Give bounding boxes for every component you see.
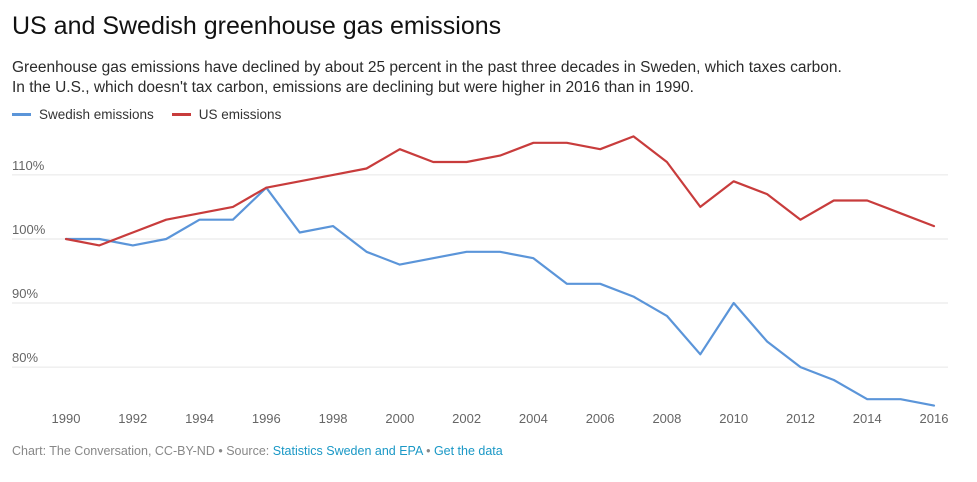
y-tick-label-110: 110%	[12, 158, 45, 173]
x-tick-label-2010: 2010	[719, 411, 748, 426]
source-link[interactable]: Statistics Sweden and EPA	[272, 444, 423, 458]
y-tick-label-100: 100%	[12, 222, 46, 237]
legend-swatch-us	[171, 113, 191, 116]
x-tick-label-1992: 1992	[118, 411, 147, 426]
x-tick-label-1996: 1996	[252, 411, 281, 426]
chart-legend: Swedish emissions US emissions	[12, 107, 299, 122]
x-tick-label-2014: 2014	[853, 411, 882, 426]
legend-item-swedish[interactable]: Swedish emissions	[12, 107, 154, 122]
swedish-emissions-line	[64, 186, 936, 407]
legend-item-us[interactable]: US emissions	[171, 107, 282, 122]
x-tick-label-2004: 2004	[519, 411, 548, 426]
subtitle-line-1: Greenhouse gas emissions have declined b…	[12, 59, 842, 76]
x-tick-label-1990: 1990	[52, 411, 81, 426]
y-tick-label-90: 90%	[12, 286, 38, 301]
chart-footer: Chart: The Conversation, CC-BY-ND • Sour…	[12, 444, 503, 458]
chart-title: US and Swedish greenhouse gas emissions	[12, 12, 502, 40]
footer-source-label: Source:	[226, 444, 273, 458]
x-tick-label-2016: 2016	[920, 411, 949, 426]
legend-label-swedish: Swedish emissions	[39, 107, 154, 122]
x-tick-label-2006: 2006	[586, 411, 615, 426]
x-tick-label-2002: 2002	[452, 411, 481, 426]
get-data-link[interactable]: Get the data	[433, 444, 503, 458]
footer-separator-2: •	[422, 444, 434, 458]
x-tick-label-2012: 2012	[786, 411, 815, 426]
footer-separator-1: •	[214, 444, 227, 458]
chart-subtitle: Greenhouse gas emissions have declined b…	[12, 58, 962, 98]
footer-credit: Chart: The Conversation, CC-BY-ND	[12, 444, 215, 458]
legend-swatch-swedish	[12, 113, 31, 116]
x-tick-label-1994: 1994	[185, 411, 214, 426]
x-tick-label-2008: 2008	[652, 411, 681, 426]
x-tick-label-2000: 2000	[385, 411, 414, 426]
us-emissions-line	[64, 135, 936, 247]
y-tick-label-80: 80%	[12, 350, 38, 365]
legend-label-us: US emissions	[198, 107, 282, 122]
subtitle-line-2: In the U.S., which doesn't tax carbon, e…	[12, 79, 694, 96]
x-tick-label-1998: 1998	[319, 411, 348, 426]
